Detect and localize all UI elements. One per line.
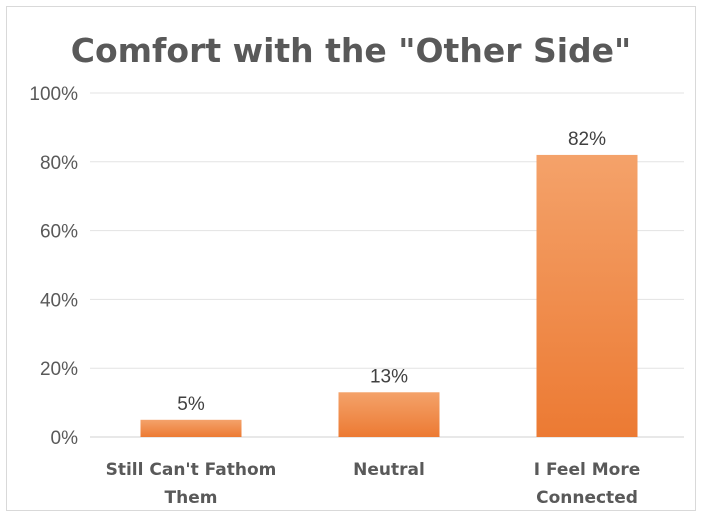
data-labels: 5% 13% 82% bbox=[177, 129, 606, 415]
data-label: 82% bbox=[568, 129, 606, 150]
x-axis-categories: Still Can't Fathom Them Neutral I Feel More… bbox=[106, 460, 641, 508]
category-label: Neutral bbox=[353, 460, 425, 480]
y-tick-label: 80% bbox=[40, 153, 78, 174]
bars bbox=[140, 154, 638, 438]
data-label: 5% bbox=[177, 394, 205, 415]
y-tick-label: 60% bbox=[40, 222, 78, 243]
category-label: Still Can't Fathom bbox=[106, 460, 277, 480]
y-tick-label: 20% bbox=[40, 359, 78, 380]
category-label: Them bbox=[165, 488, 218, 508]
y-tick-label: 0% bbox=[51, 428, 79, 449]
y-axis-ticks: 0% 20% 40% 60% 80% 100% bbox=[29, 84, 78, 449]
category-label: Connected bbox=[536, 488, 638, 508]
data-label: 13% bbox=[370, 366, 408, 387]
y-tick-label: 40% bbox=[40, 290, 78, 311]
y-tick-label: 100% bbox=[29, 84, 78, 105]
category-label: I Feel More bbox=[534, 460, 640, 480]
bar bbox=[338, 392, 440, 437]
chart-title: Comfort with the "Other Side" bbox=[71, 31, 631, 70]
bar bbox=[140, 419, 242, 437]
bar bbox=[536, 154, 638, 438]
